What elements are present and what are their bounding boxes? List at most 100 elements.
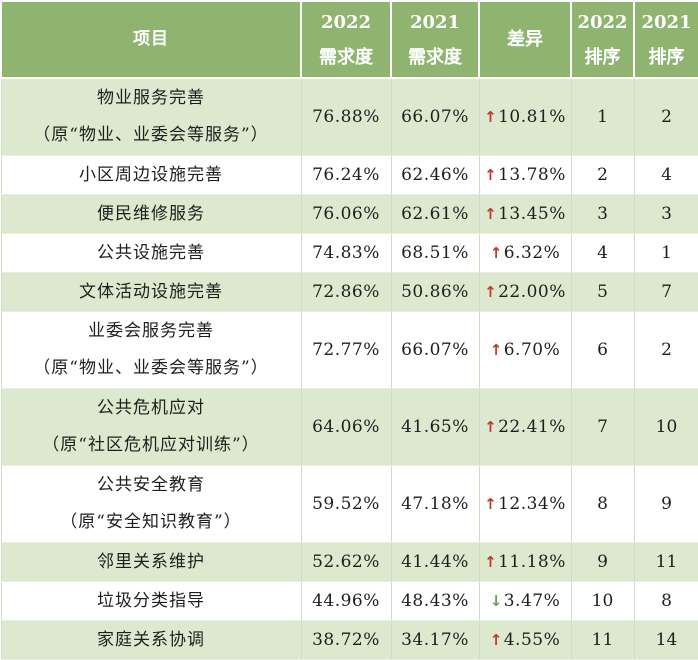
demand-2021-cell: 66.07% xyxy=(390,311,480,389)
arrow-up-icon: ↑ xyxy=(484,283,498,301)
table-row: 公共危机应对 （原“社区危机应对训练”） 64.06% 41.65% ↑22.41% 7 1… xyxy=(0,388,698,466)
table-row: 邻里关系维护 52.62% 41.44% ↑11.18% 9 11 xyxy=(0,542,698,582)
rank-2022-cell: 9 xyxy=(570,542,635,582)
table-row: 公共安全教育 （原“安全知识教育”） 59.52% 47.18% ↑12.34% 8 9 xyxy=(0,465,698,543)
arrow-up-icon: ↑ xyxy=(489,631,503,649)
header-rank-2022-label: 排序 xyxy=(584,46,621,68)
item-cell: 家庭关系协调 xyxy=(0,620,302,660)
item-cell: 垃圾分类指导 xyxy=(0,581,302,621)
item-cell: 文体活动设施完善 xyxy=(0,272,302,312)
rank-2021-cell: 1 xyxy=(633,233,698,273)
item-name: 邻里关系维护 xyxy=(97,551,205,572)
header-demand-2022-label: 需求度 xyxy=(319,46,373,68)
header-rank-2021-label: 排序 xyxy=(648,46,685,68)
item-name: 公共危机应对 xyxy=(97,398,205,418)
diff-value: 3.47% xyxy=(503,591,561,611)
demand-2021-cell: 62.61% xyxy=(390,194,480,234)
header-demand-2021-label: 需求度 xyxy=(408,46,462,68)
arrow-up-icon: ↑ xyxy=(484,553,498,571)
demand-2022-cell: 38.72% xyxy=(300,620,392,660)
rank-2021-cell: 8 xyxy=(633,581,698,621)
rank-2022-cell: 6 xyxy=(570,311,635,389)
demand-2022-cell: 64.06% xyxy=(300,388,392,466)
rank-2021-cell: 3 xyxy=(633,194,698,234)
diff-cell: ↑4.55% xyxy=(478,620,572,660)
item-name: 家庭关系协调 xyxy=(97,629,205,650)
rank-2022-cell: 11 xyxy=(570,620,635,660)
header-demand-2022: 2022 需求度 xyxy=(300,0,392,79)
demand-2022-cell: 52.62% xyxy=(300,542,392,582)
header-demand-2021: 2021 需求度 xyxy=(390,0,480,79)
item-name: 物业服务完善 xyxy=(97,88,205,108)
arrow-up-icon: ↑ xyxy=(489,341,503,359)
item-note: （原“社区危机应对训练”） xyxy=(42,435,260,455)
item-cell: 邻里关系维护 xyxy=(0,542,302,582)
rank-2021-cell: 7 xyxy=(633,272,698,312)
demand-2022-cell: 74.83% xyxy=(300,233,392,273)
arrow-up-icon: ↑ xyxy=(484,205,498,223)
demand-2021-cell: 41.44% xyxy=(390,542,480,582)
item-note: （原“安全知识教育”） xyxy=(60,512,242,532)
rank-2021-cell: 2 xyxy=(633,311,698,389)
header-demand-2022-year: 2022 xyxy=(320,11,372,33)
diff-value: 12.34% xyxy=(498,494,566,514)
header-item: 项目 xyxy=(0,0,302,79)
rank-2022-cell: 2 xyxy=(570,155,635,195)
item-name: 文体活动设施完善 xyxy=(79,281,223,302)
demand-2021-cell: 48.43% xyxy=(390,581,480,621)
rank-2021-cell: 4 xyxy=(633,155,698,195)
table-row: 小区周边设施完善 76.24% 62.46% ↑13.78% 2 4 xyxy=(0,155,698,195)
diff-cell: ↑6.32% xyxy=(478,233,572,273)
table-body: 物业服务完善 （原“物业、业委会等服务”） 76.88% 66.07% ↑10.81% 1… xyxy=(0,77,698,660)
demand-2021-cell: 41.65% xyxy=(390,388,480,466)
demand-2022-cell: 76.06% xyxy=(300,194,392,234)
rank-2022-cell: 4 xyxy=(570,233,635,273)
demand-2021-cell: 50.86% xyxy=(390,272,480,312)
table-row: 垃圾分类指导 44.96% 48.43% ↓3.47% 10 8 xyxy=(0,581,698,621)
arrow-up-icon: ↑ xyxy=(484,108,498,126)
arrow-up-icon: ↑ xyxy=(484,418,498,436)
rank-2022-cell: 1 xyxy=(570,77,635,156)
demand-2022-cell: 76.24% xyxy=(300,155,392,195)
rank-2022-cell: 5 xyxy=(570,272,635,312)
demand-2021-cell: 66.07% xyxy=(390,77,480,156)
arrow-down-icon: ↓ xyxy=(489,592,503,610)
item-name: 垃圾分类指导 xyxy=(97,590,205,611)
header-rank-2021-year: 2021 xyxy=(641,11,692,33)
item-cell: 公共安全教育 （原“安全知识教育”） xyxy=(0,465,302,543)
item-cell: 公共危机应对 （原“社区危机应对训练”） xyxy=(0,388,302,466)
header-demand-2021-year: 2021 xyxy=(409,11,461,33)
diff-cell: ↑22.00% xyxy=(478,272,572,312)
item-name: 便民维修服务 xyxy=(97,203,205,224)
demand-2022-cell: 72.77% xyxy=(300,311,392,389)
diff-value: 13.78% xyxy=(498,165,566,185)
rank-2021-cell: 11 xyxy=(633,542,698,582)
diff-value: 11.18% xyxy=(498,552,566,572)
diff-value: 4.55% xyxy=(503,630,561,650)
arrow-up-icon: ↑ xyxy=(484,166,498,184)
item-note: （原“物业、业委会等服务”） xyxy=(33,125,269,145)
rank-2022-cell: 3 xyxy=(570,194,635,234)
demand-2022-cell: 59.52% xyxy=(300,465,392,543)
diff-cell: ↑10.81% xyxy=(478,77,572,156)
header-rank-2022: 2022 排序 xyxy=(570,0,635,79)
diff-value: 13.45% xyxy=(498,204,566,224)
diff-cell: ↑22.41% xyxy=(478,388,572,466)
rank-2021-cell: 9 xyxy=(633,465,698,543)
diff-cell: ↑13.45% xyxy=(478,194,572,234)
table-row: 便民维修服务 76.06% 62.61% ↑13.45% 3 3 xyxy=(0,194,698,234)
item-name: 业委会服务完善 xyxy=(88,321,214,341)
demand-2021-cell: 47.18% xyxy=(390,465,480,543)
rank-2022-cell: 8 xyxy=(570,465,635,543)
diff-value: 22.41% xyxy=(498,417,566,437)
table-header: 项目 2022 需求度 2021 需求度 差异 2022 排序 2021 排序 xyxy=(0,0,698,79)
header-rank-2022-year: 2022 xyxy=(577,11,628,33)
rank-2022-cell: 7 xyxy=(570,388,635,466)
demand-2021-cell: 34.17% xyxy=(390,620,480,660)
item-cell: 小区周边设施完善 xyxy=(0,155,302,195)
item-cell: 物业服务完善 （原“物业、业委会等服务”） xyxy=(0,77,302,156)
rank-2021-cell: 10 xyxy=(633,388,698,466)
table-row: 物业服务完善 （原“物业、业委会等服务”） 76.88% 66.07% ↑10.81% 1… xyxy=(0,77,698,156)
header-diff: 差异 xyxy=(478,0,572,79)
